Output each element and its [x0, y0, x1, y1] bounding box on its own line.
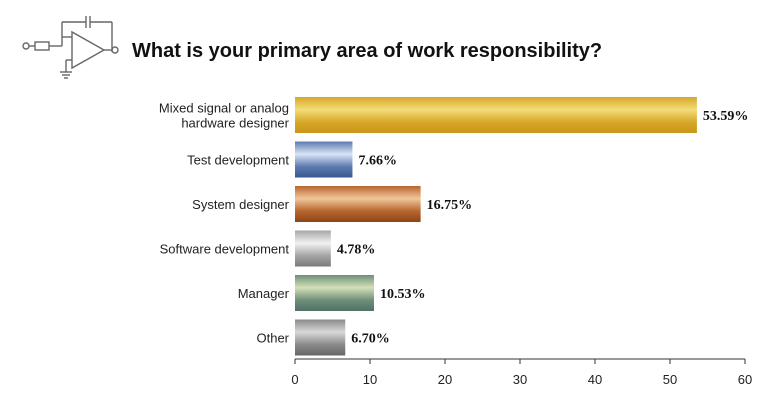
bar-3 [295, 230, 331, 267]
x-tick-label: 60 [738, 372, 752, 387]
category-label: Other [256, 331, 289, 346]
bar-0 [295, 97, 697, 133]
bar-2 [295, 186, 421, 222]
bar-1 [295, 141, 353, 178]
category-label: Mixed signal or analog hardware designer [159, 101, 290, 131]
x-tick-label: 10 [363, 372, 377, 387]
bar-5 [295, 319, 346, 356]
bar-4 [295, 275, 374, 311]
value-label: 16.75% [427, 198, 473, 213]
x-tick-label: 0 [291, 372, 298, 387]
chart-title: What is your primary area of work respon… [132, 40, 602, 62]
value-label: 7.66% [358, 154, 397, 169]
value-label: 53.59% [703, 109, 749, 124]
category-label: Manager [238, 286, 290, 301]
category-label: System designer [192, 197, 289, 212]
value-label: 6.70% [351, 332, 390, 347]
value-label: 10.53% [380, 287, 426, 302]
x-tick-label: 40 [588, 372, 602, 387]
category-label: Test development [187, 153, 289, 168]
x-tick-label: 50 [663, 372, 677, 387]
op-amp-circuit-icon [22, 16, 119, 79]
category-label: Software development [160, 242, 290, 257]
x-tick-label: 30 [513, 372, 527, 387]
x-tick-label: 20 [438, 372, 452, 387]
value-label: 4.78% [337, 243, 376, 258]
